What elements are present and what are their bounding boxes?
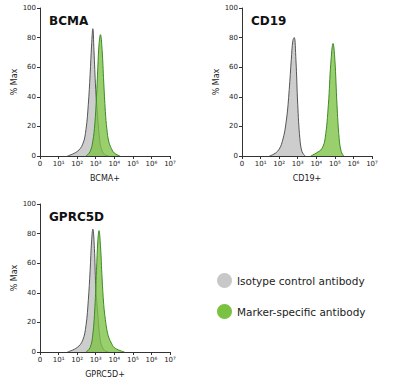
svg-text:10⁷: 10⁷ [164, 356, 176, 364]
svg-text:10⁵: 10⁵ [329, 160, 341, 168]
svg-text:10⁴: 10⁴ [108, 160, 120, 168]
svg-text:10⁶: 10⁶ [146, 160, 158, 168]
svg-text:CD19: CD19 [251, 14, 286, 28]
svg-text:10³: 10³ [90, 160, 102, 168]
svg-text:20: 20 [229, 122, 238, 130]
svg-text:0: 0 [234, 152, 238, 160]
svg-text:40: 40 [27, 289, 36, 297]
svg-text:80: 80 [229, 34, 238, 42]
svg-text:10¹: 10¹ [53, 356, 65, 364]
svg-text:10³: 10³ [90, 356, 102, 364]
svg-text:GPRC5D+: GPRC5D+ [85, 370, 125, 379]
svg-text:0: 0 [38, 160, 42, 168]
svg-text:0: 0 [240, 160, 244, 168]
svg-text:60: 60 [27, 63, 36, 71]
svg-text:20: 20 [27, 122, 36, 130]
svg-text:10⁴: 10⁴ [108, 356, 120, 364]
svg-text:10⁷: 10⁷ [164, 160, 176, 168]
svg-text:% Max: % Max [212, 68, 221, 95]
svg-text:20: 20 [27, 318, 36, 326]
svg-text:0: 0 [38, 356, 42, 364]
svg-text:10²: 10² [71, 356, 83, 364]
svg-text:40: 40 [27, 93, 36, 101]
svg-text:10³: 10³ [292, 160, 304, 168]
svg-text:Marker-specific antibody: Marker-specific antibody [237, 306, 366, 318]
svg-text:80: 80 [27, 34, 36, 42]
svg-text:60: 60 [229, 63, 238, 71]
svg-text:10⁶: 10⁶ [146, 356, 158, 364]
svg-text:100: 100 [225, 4, 238, 12]
svg-text:10⁷: 10⁷ [366, 160, 378, 168]
svg-text:80: 80 [27, 230, 36, 238]
svg-text:100: 100 [23, 4, 36, 12]
svg-text:BCMA: BCMA [49, 14, 89, 28]
svg-text:10⁴: 10⁴ [310, 160, 322, 168]
svg-text:% Max: % Max [10, 68, 19, 95]
svg-text:10²: 10² [71, 160, 83, 168]
svg-text:40: 40 [229, 93, 238, 101]
svg-text:10⁵: 10⁵ [127, 356, 139, 364]
svg-text:10¹: 10¹ [53, 160, 65, 168]
svg-text:10⁵: 10⁵ [127, 160, 139, 168]
svg-text:0: 0 [32, 152, 36, 160]
svg-text:10⁶: 10⁶ [348, 160, 360, 168]
svg-text:100: 100 [23, 200, 36, 208]
svg-text:0: 0 [32, 348, 36, 356]
svg-text:CD19+: CD19+ [293, 174, 322, 183]
svg-text:10¹: 10¹ [255, 160, 267, 168]
svg-text:60: 60 [27, 259, 36, 267]
svg-text:% Max: % Max [10, 264, 19, 291]
svg-text:10²: 10² [273, 160, 285, 168]
svg-text:GPRC5D: GPRC5D [49, 210, 104, 224]
svg-text:BCMA+: BCMA+ [90, 174, 120, 183]
svg-text:Isotype control antibody: Isotype control antibody [237, 275, 365, 287]
